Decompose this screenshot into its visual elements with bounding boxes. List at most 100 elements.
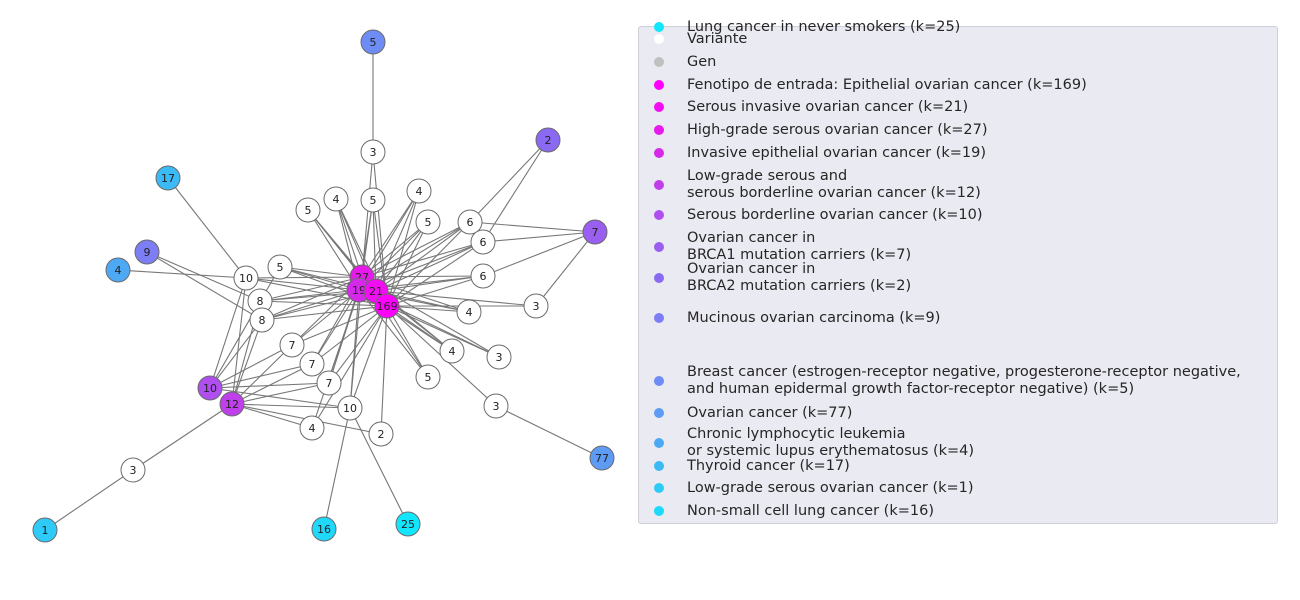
node-circle xyxy=(415,364,441,390)
legend-label: Thyroid cancer (k=17) xyxy=(687,457,850,474)
node-label: 6 xyxy=(480,236,487,249)
node-v6a[interactable]: 6 xyxy=(457,209,483,235)
node-v4c[interactable]: 4 xyxy=(456,299,482,325)
node-p77[interactable]: 77 xyxy=(589,445,615,471)
node-circle xyxy=(415,209,441,235)
node-circle xyxy=(32,517,58,543)
edge-v4e-p169 xyxy=(311,305,388,429)
node-p9[interactable]: 9 xyxy=(134,239,160,265)
node-p17[interactable]: 17 xyxy=(155,165,181,191)
edge-v5e-p19 xyxy=(358,289,429,378)
node-p2[interactable]: 2 xyxy=(535,127,561,153)
edge-v4d-p169 xyxy=(386,305,453,352)
legend-marker-icon xyxy=(654,408,664,418)
legend-label: Fenotipo de entrada: Epithelial ovarian … xyxy=(687,76,1087,93)
node-v3e[interactable]: 3 xyxy=(120,457,146,483)
node-circle xyxy=(337,395,363,421)
node-circle xyxy=(197,375,223,401)
node-v5d[interactable]: 5 xyxy=(267,254,293,280)
node-p10[interactable]: 10 xyxy=(197,375,223,401)
node-v7b[interactable]: 7 xyxy=(299,351,325,377)
edge-p17-v10a xyxy=(167,177,247,279)
node-v3c[interactable]: 3 xyxy=(486,344,512,370)
node-v8b[interactable]: 8 xyxy=(249,307,275,333)
node-label: 4 xyxy=(466,306,473,319)
edge-v3c-p169 xyxy=(386,305,500,358)
edge-v8b-p27 xyxy=(261,276,363,321)
node-v10b[interactable]: 10 xyxy=(337,395,363,421)
edge-v6a-p21 xyxy=(375,221,471,292)
edge-v7b-p19 xyxy=(311,289,360,365)
node-p5[interactable]: 5 xyxy=(360,29,386,55)
edge-v7a-p12 xyxy=(231,344,293,405)
node-v6c[interactable]: 6 xyxy=(470,263,496,289)
node-label: 1 xyxy=(42,524,49,537)
edge-v7a-p19 xyxy=(291,289,360,346)
node-v6b[interactable]: 6 xyxy=(470,229,496,255)
node-label: 5 xyxy=(425,216,432,229)
node-label: 7 xyxy=(592,226,599,239)
edge-p7-v6b xyxy=(482,231,596,243)
node-label: 16 xyxy=(317,523,331,536)
node-label: 9 xyxy=(144,246,151,259)
node-circle xyxy=(368,421,394,447)
node-v4a[interactable]: 4 xyxy=(323,186,349,212)
node-circle xyxy=(535,127,561,153)
node-label: 10 xyxy=(203,382,217,395)
node-circle xyxy=(395,511,421,537)
node-p16[interactable]: 16 xyxy=(311,516,337,542)
node-v3d[interactable]: 3 xyxy=(483,393,509,419)
node-v8a[interactable]: 8 xyxy=(247,288,273,314)
node-v5e[interactable]: 5 xyxy=(415,364,441,390)
node-v7c[interactable]: 7 xyxy=(316,370,342,396)
legend-marker-icon xyxy=(654,148,664,158)
node-v5c[interactable]: 5 xyxy=(415,209,441,235)
node-label: 5 xyxy=(370,194,377,207)
node-circle xyxy=(279,332,305,358)
node-p7[interactable]: 7 xyxy=(582,219,608,245)
node-circle xyxy=(523,293,549,319)
node-circle xyxy=(105,257,131,283)
node-v4b[interactable]: 4 xyxy=(406,178,432,204)
node-label: 77 xyxy=(595,452,609,465)
node-p4[interactable]: 4 xyxy=(105,257,131,283)
node-label: 7 xyxy=(309,358,316,371)
node-v10a[interactable]: 10 xyxy=(233,265,259,291)
edge-v10a-p10 xyxy=(209,277,247,389)
node-label: 5 xyxy=(277,261,284,274)
node-label: 3 xyxy=(493,400,500,413)
edge-v7c-p10 xyxy=(209,382,330,389)
node-label: 4 xyxy=(309,422,316,435)
node-circle xyxy=(233,265,259,291)
node-v3b[interactable]: 3 xyxy=(523,293,549,319)
node-circle xyxy=(120,457,146,483)
node-label: 4 xyxy=(449,345,456,358)
edge-p25-v10b xyxy=(349,407,409,525)
edge-p1-v3e xyxy=(44,469,134,531)
legend-label: Non-small cell lung cancer (k=16) xyxy=(687,502,934,519)
legend: Variante Gen Fenotipo de entrada: Epitheli… xyxy=(638,19,1278,524)
legend-marker-icon xyxy=(654,506,664,516)
legend-label: Breast cancer (estrogen-receptor negativ… xyxy=(687,364,1241,397)
node-p12[interactable]: 12 xyxy=(219,391,245,417)
legend-marker-icon xyxy=(654,461,664,471)
node-p25[interactable]: 25 xyxy=(395,511,421,537)
node-circle xyxy=(219,391,245,417)
node-p169[interactable]: 169 xyxy=(374,293,400,319)
node-v7a[interactable]: 7 xyxy=(279,332,305,358)
node-v3a[interactable]: 3 xyxy=(360,139,386,165)
node-circle xyxy=(295,197,321,223)
node-label: 5 xyxy=(370,36,377,49)
node-v4d[interactable]: 4 xyxy=(439,338,465,364)
edge-v3e-p12 xyxy=(132,403,233,471)
node-v5a[interactable]: 5 xyxy=(360,187,386,213)
edge-v6c-p27 xyxy=(361,275,484,278)
node-p1[interactable]: 1 xyxy=(32,517,58,543)
node-v4e[interactable]: 4 xyxy=(299,415,325,441)
node-v2a[interactable]: 2 xyxy=(368,421,394,447)
node-label: 25 xyxy=(401,518,415,531)
node-v5b[interactable]: 5 xyxy=(295,197,321,223)
node-circle xyxy=(470,229,496,255)
node-label: 10 xyxy=(343,402,357,415)
node-label: 2 xyxy=(545,134,552,147)
